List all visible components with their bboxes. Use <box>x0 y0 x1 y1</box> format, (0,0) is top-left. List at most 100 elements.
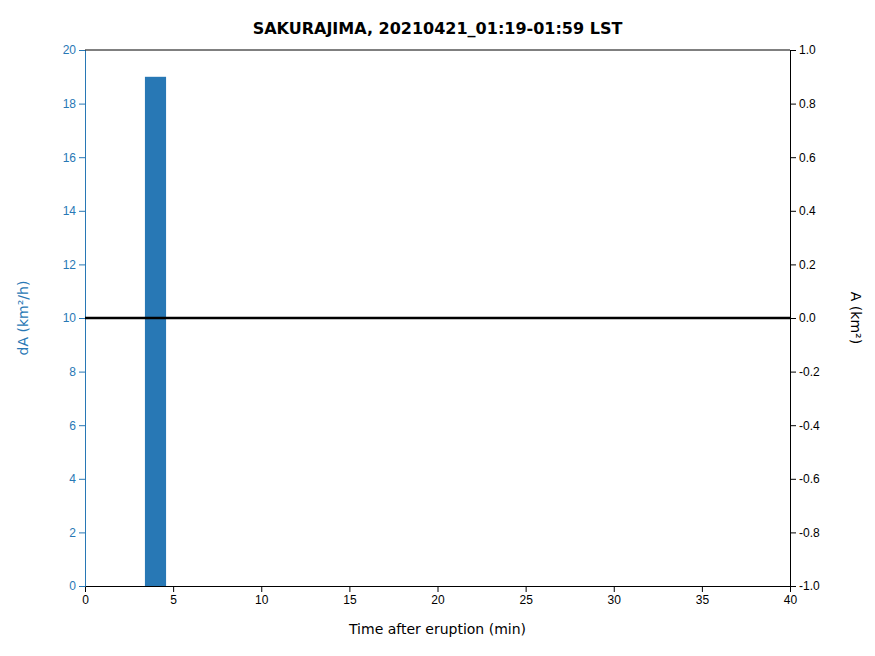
chart: 0 5 10 15 20 25 30 35 40 0 2 4 6 8 10 12 14 16 18 20 -1.0 -0.… <box>0 0 875 656</box>
x-axis-tick-label: 30 <box>608 593 622 607</box>
y2-axis-tick-label: -0.8 <box>799 526 820 540</box>
y2-axis-line <box>791 51 797 587</box>
y-axis-tick-label: 16 <box>63 151 77 165</box>
y2-axis-tick-mark <box>790 479 796 480</box>
x-axis-tick-mark <box>702 586 703 592</box>
x-axis-tick-label: 15 <box>343 593 357 607</box>
x-axis-tick-mark <box>614 586 615 592</box>
y2-axis-tick: -0.2 <box>790 365 820 379</box>
y2-axis-tick-mark <box>790 586 796 587</box>
y-axis-tick-mark <box>79 157 85 158</box>
y2-axis-tick: -1.0 <box>790 579 820 593</box>
x-axis-tick-mark <box>173 586 174 592</box>
y2-axis-tick: 0.6 <box>790 151 816 165</box>
y-axis-title: dA (km²/h) <box>15 281 31 356</box>
x-axis-tick-mark <box>261 586 262 592</box>
y2-axis-tick-label: 1.0 <box>799 43 816 57</box>
y-axis-tick-mark <box>79 532 85 533</box>
x-axis-title: Time after eruption (min) <box>348 621 526 637</box>
y-axis-tick-mark <box>79 372 85 373</box>
y2-axis-tick-label: -0.2 <box>799 365 820 379</box>
y-axis-tick-label: 0 <box>69 579 76 593</box>
bar <box>145 77 166 586</box>
title: SAKURAJIMA, 20210421_01:19-01:59 LST <box>253 19 623 38</box>
y2-axis-tick-mark <box>790 157 796 158</box>
y2-axis-tick: -0.6 <box>790 472 820 486</box>
y2-axis-tick: 0.0 <box>790 311 816 325</box>
y-axis-tick: 16 <box>63 151 85 165</box>
x-axis-tick: 20 <box>431 586 445 607</box>
x-axis: 0 5 10 15 20 25 30 35 40 <box>82 586 797 607</box>
y2-axis-tick-label: 0.2 <box>799 258 816 272</box>
y-axis-tick-mark <box>79 479 85 480</box>
y2-axis-tick-mark <box>790 532 796 533</box>
y2-axis-tick-mark <box>790 211 796 212</box>
y2-axis: -1.0 -0.8 -0.6 -0.4 -0.2 0.0 0.2 0.4 0.6 0.8 1.0 <box>790 43 820 593</box>
y-axis-tick-label: 4 <box>69 472 76 486</box>
y2-axis-title: A (km²) <box>848 292 864 344</box>
y-axis-tick: 6 <box>69 419 85 433</box>
y2-axis-tick: -0.8 <box>790 526 820 540</box>
y-axis-tick-label: 14 <box>63 204 77 218</box>
y2-axis-tick: 0.8 <box>790 97 816 111</box>
x-axis-tick: 40 <box>784 586 798 607</box>
y-axis-tick-mark <box>79 211 85 212</box>
y-axis-tick-label: 18 <box>63 97 77 111</box>
y-axis-tick-label: 20 <box>63 43 77 57</box>
y2-axis-tick: 0.2 <box>790 258 816 272</box>
y-axis-tick: 20 <box>63 43 85 57</box>
y-axis-tick: 4 <box>69 472 85 486</box>
y-axis: 0 2 4 6 8 10 12 14 16 18 20 <box>63 43 86 593</box>
y2-axis-tick-label: -0.4 <box>799 419 820 433</box>
x-axis-tick: 15 <box>343 586 357 607</box>
y2-axis-tick-mark <box>790 318 796 319</box>
y2-axis-tick: 1.0 <box>790 43 816 57</box>
y-axis-tick-mark <box>79 264 85 265</box>
y-axis-tick: 0 <box>69 579 85 593</box>
plot-frame <box>85 50 790 51</box>
y-axis-tick: 10 <box>63 311 85 325</box>
x-axis-tick: 0 <box>82 586 89 607</box>
y2-axis-tick-label: 0.8 <box>799 97 816 111</box>
y2-axis-tick-label: -0.6 <box>799 472 820 486</box>
y2-axis-tick-mark <box>790 50 796 51</box>
x-axis-tick-label: 10 <box>255 593 269 607</box>
x-axis-tick-label: 25 <box>519 593 533 607</box>
y-axis-tick-mark <box>79 318 85 319</box>
y-axis-tick: 2 <box>69 526 85 540</box>
x-axis-line <box>86 587 791 593</box>
y-axis-tick-mark <box>79 104 85 105</box>
x-axis-tick: 30 <box>608 586 622 607</box>
y2-axis-tick: 0.4 <box>790 204 816 218</box>
x-axis-tick-label: 40 <box>784 593 798 607</box>
y-axis-tick-mark <box>79 50 85 51</box>
y2-axis-tick-mark <box>790 425 796 426</box>
y2-axis-tick-mark <box>790 104 796 105</box>
x-axis-tick-label: 20 <box>431 593 445 607</box>
y-axis-tick-mark <box>79 425 85 426</box>
x-axis-tick-label: 5 <box>170 593 177 607</box>
y-axis-tick: 12 <box>63 258 85 272</box>
y-axis-tick-label: 10 <box>63 311 77 325</box>
x-axis-tick: 35 <box>696 586 710 607</box>
x-axis-tick-mark <box>349 586 350 592</box>
y2-axis-tick-label: 0.4 <box>799 204 816 218</box>
y2-axis-tick-mark <box>790 372 796 373</box>
y-axis-tick-mark <box>79 586 85 587</box>
x-axis-tick: 25 <box>519 586 533 607</box>
x-axis-tick: 10 <box>255 586 269 607</box>
y-axis-tick-label: 8 <box>69 365 76 379</box>
y-axis-tick-label: 2 <box>69 526 76 540</box>
marks <box>85 77 790 586</box>
y-axis-line <box>79 51 86 587</box>
y-axis-tick: 8 <box>69 365 85 379</box>
y-axis-tick: 18 <box>63 97 85 111</box>
x-axis-tick-label: 35 <box>696 593 710 607</box>
y2-axis-tick-label: 0.0 <box>799 311 816 325</box>
x-axis-tick-label: 0 <box>82 593 89 607</box>
plot-area: 0 5 10 15 20 25 30 35 40 0 2 4 6 8 10 12 14 16 18 20 -1.0 -0.… <box>63 43 820 606</box>
x-axis-tick-mark <box>526 586 527 592</box>
x-axis-tick: 5 <box>170 586 177 607</box>
y2-axis-tick-label: -1.0 <box>799 579 820 593</box>
y-axis-tick-label: 12 <box>63 258 77 272</box>
